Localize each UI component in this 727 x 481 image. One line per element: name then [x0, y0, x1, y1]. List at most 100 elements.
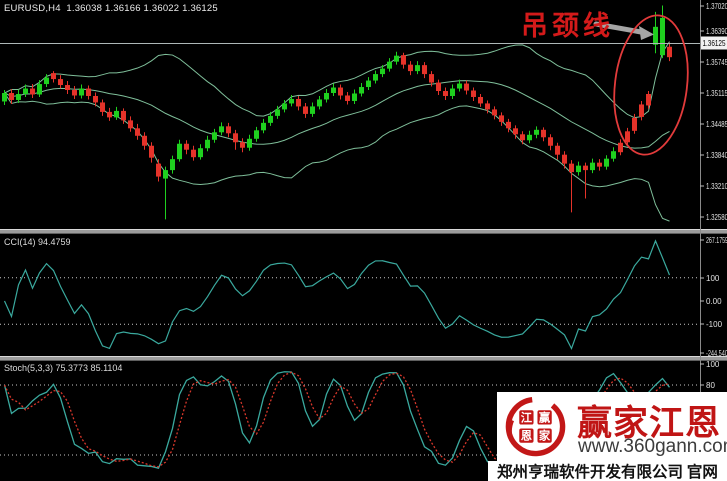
candle-body — [205, 139, 210, 149]
candle-body — [275, 109, 280, 116]
candle-body — [254, 130, 259, 139]
candle-body — [226, 126, 231, 134]
candle-body — [72, 90, 77, 96]
candle-body — [667, 46, 672, 58]
axis-label: 267.1759 — [706, 236, 727, 245]
candle-body — [604, 158, 609, 167]
candle-body — [471, 90, 476, 97]
axis-label: 1.37020 — [706, 2, 727, 11]
candle-body — [170, 159, 175, 171]
axis-label: 1.35745 — [706, 58, 727, 67]
candle-body — [660, 17, 665, 56]
candle-body — [324, 93, 329, 100]
candle-body — [149, 145, 154, 158]
candle-body — [548, 137, 553, 146]
annotation-arrow-head — [639, 26, 654, 40]
bollinger-bands — [4, 41, 670, 222]
candle-body — [219, 126, 224, 133]
candle-body — [520, 134, 525, 141]
candle-body — [499, 115, 504, 122]
candle-body — [296, 98, 301, 107]
company-name: 郑州亨瑞软件开发有限公司 官网 — [497, 464, 718, 481]
price-axis[interactable]: 1.37020 1.36390 1.35745 1.35115 1.34485 1.338… — [700, 0, 727, 481]
seal-char: 恩 — [521, 430, 532, 443]
brand-seal-icon: 江 赢 恩 家 — [505, 396, 566, 457]
hanging-man-annotation-text: 吊颈线 — [521, 11, 614, 41]
brand-url: www.360gann.com — [578, 436, 727, 457]
axis-label: 0.00 — [706, 297, 722, 306]
brand-name: 赢家江恩 — [577, 404, 722, 443]
candle-body — [128, 120, 133, 129]
cci-indicator-label: CCI(14) 94.4759 — [4, 237, 71, 247]
stoch-indicator-label: Stoch(5,3,3) 75.3773 85.1104 — [4, 363, 123, 373]
candle-body — [506, 121, 511, 129]
candle-body — [261, 122, 266, 131]
candle-body — [373, 74, 378, 81]
candle-body — [289, 98, 294, 104]
axis-label: 100 — [706, 274, 720, 283]
candle-body — [338, 87, 343, 96]
candle-body — [555, 145, 560, 155]
ohlc-readout: EURUSD,H4 1.36038 1.36166 1.36022 1.3612… — [4, 3, 218, 14]
candle-body — [114, 110, 119, 118]
candle-body — [422, 65, 427, 75]
axis-label: -244.5409 — [706, 349, 727, 358]
candle-body — [359, 87, 364, 94]
candle-body — [401, 55, 406, 65]
axis-label: 1.33210 — [706, 182, 727, 191]
candle-body — [583, 165, 588, 171]
candle-body — [30, 88, 35, 95]
candle-body — [16, 93, 21, 100]
candle-body — [639, 104, 644, 117]
candle-body — [394, 55, 399, 62]
candle-body — [562, 154, 567, 164]
panel-separator — [0, 356, 727, 361]
candle-body — [65, 85, 70, 91]
axis-label: 1.34485 — [706, 120, 727, 129]
axis-label: 80 — [706, 381, 715, 390]
candle-body — [464, 83, 469, 91]
last-price-tag-text: 1.36125 — [703, 39, 726, 48]
candle-body — [2, 93, 7, 102]
candle-body — [436, 82, 441, 92]
candle-body — [79, 88, 84, 96]
candle-body — [9, 93, 14, 100]
candle-body — [380, 68, 385, 75]
axis-label: 1.32580 — [706, 213, 727, 222]
candle-body — [142, 135, 147, 146]
seal-char: 赢 — [539, 410, 551, 424]
candle-body — [632, 117, 637, 131]
candle-body — [93, 95, 98, 103]
candle-body — [240, 142, 245, 148]
axis-label: 100 — [706, 360, 720, 369]
axis-label: -100 — [706, 320, 723, 329]
watermark-box: 江 赢 恩 家 赢家江恩 www.360gann.com — [497, 392, 727, 461]
annotation-graphics — [593, 14, 689, 156]
candle-body — [135, 128, 140, 136]
candle-body — [415, 65, 420, 72]
candle-body — [100, 102, 105, 112]
candle-body — [317, 99, 322, 107]
axis-label: 1.36390 — [706, 27, 727, 36]
watermark-company-strip: 郑州亨瑞软件开发有限公司 官网 — [488, 461, 727, 481]
candle-body — [653, 26, 658, 45]
candle-body — [478, 96, 483, 104]
candle-body — [37, 84, 42, 95]
candle-body — [569, 163, 574, 173]
candle-body — [156, 163, 161, 177]
candle-body — [58, 79, 63, 86]
candle-body — [352, 93, 357, 101]
seal-char: 江 — [521, 410, 533, 424]
candle-body — [107, 111, 112, 118]
panel-separator — [0, 229, 727, 234]
candle-body — [527, 134, 532, 141]
candle-body — [345, 95, 350, 101]
candle-body — [51, 73, 56, 80]
cci-panel — [3, 239, 671, 351]
candle-body — [184, 143, 189, 150]
candle-body — [198, 148, 203, 158]
cci-line — [3, 239, 671, 351]
candle-body — [618, 142, 623, 153]
